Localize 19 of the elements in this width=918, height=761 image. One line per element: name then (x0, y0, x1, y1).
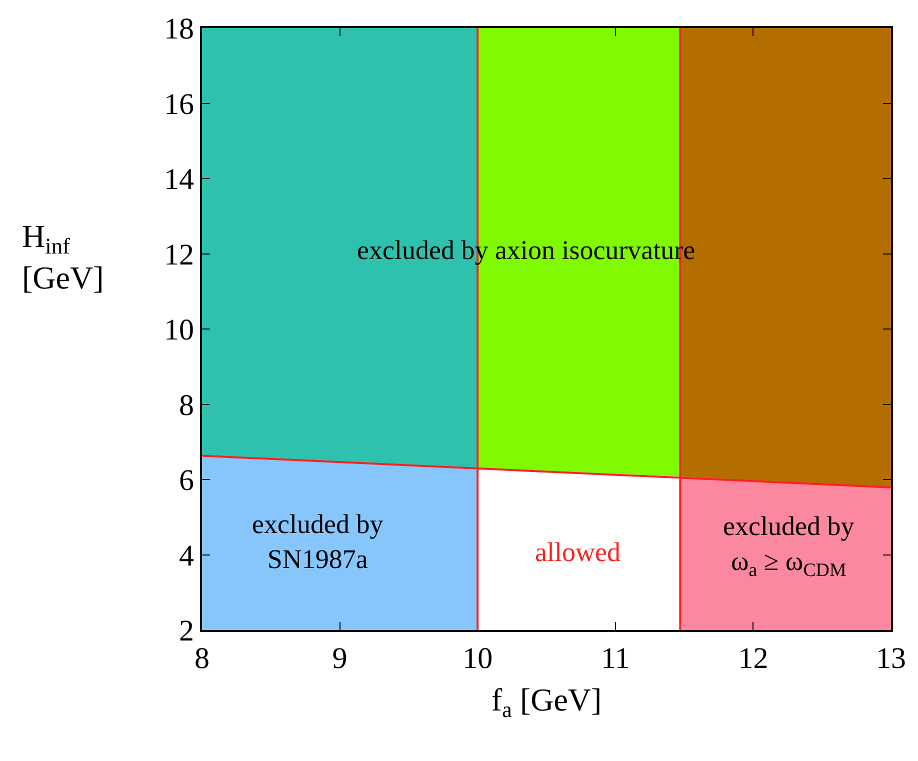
x-tick-label: 12 (738, 642, 768, 675)
annotation: excluded by ω$_{a}$ ≥ ω$_{CDM}$ (723, 511, 855, 581)
x-tick-label: 9 (332, 642, 348, 675)
x-tick-label: 13 (876, 642, 906, 675)
y-tick-label: 18 (164, 12, 194, 46)
annotation: excluded by SN1987a (252, 509, 384, 574)
y-tick-label: 6 (179, 464, 194, 497)
y-tick-label: 2 (179, 614, 194, 648)
y-tick-label: 10 (164, 314, 194, 346)
y-tick-label: 4 (179, 539, 194, 572)
y-axis-title: H$_{inf}$ [GeV] (22, 218, 104, 296)
y-tick-label: 12 (164, 238, 194, 272)
x-tick-label: 10 (462, 642, 493, 675)
x-tick-label: 11 (600, 642, 630, 675)
y-tick-label: 16 (164, 88, 194, 121)
annotation: allowed (535, 537, 621, 567)
x-axis-title: f$_{a}$ [GeV] (491, 681, 602, 722)
y-tick-label: 14 (164, 163, 194, 196)
y-tick-label: 8 (179, 388, 194, 422)
